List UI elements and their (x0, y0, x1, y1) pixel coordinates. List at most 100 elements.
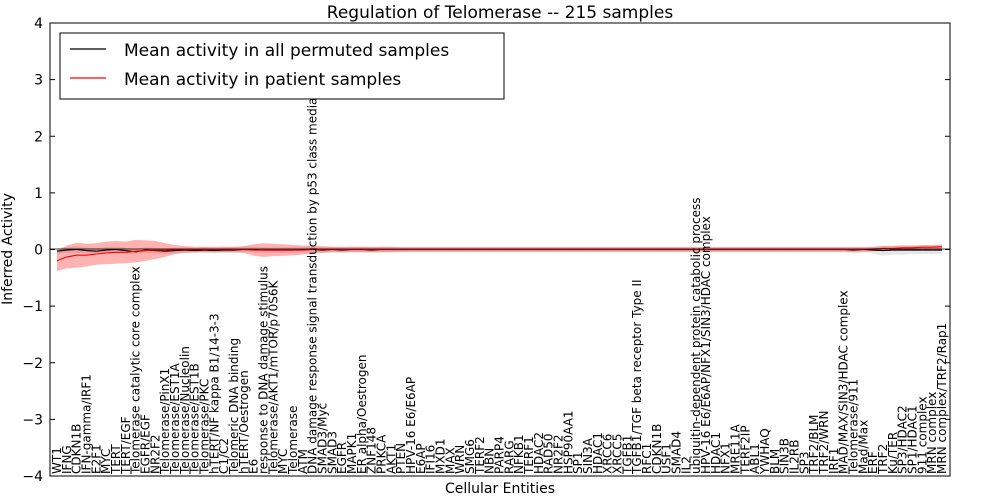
x-tick-label: ER alpha/Oestrogen (355, 355, 369, 474)
x-tick-label: C1/C2 (217, 438, 231, 474)
y-tick-label: 3 (34, 73, 43, 89)
x-tick-label: MRN complex (925, 392, 939, 474)
x-tick-label: SMG6 (463, 439, 477, 474)
x-tick-label: RAD50 (542, 433, 556, 474)
x-tick-label: WT1 (50, 447, 64, 474)
x-tick-label: MYC (276, 449, 290, 474)
x-tick-label: AKT1 (384, 444, 398, 474)
x-tick-label: SP1 (571, 452, 585, 475)
x-tick-label: USF1 (660, 443, 674, 474)
x-axis-label: Cellular Entities (445, 481, 555, 497)
y-axis-label: Inferred Activity (0, 193, 16, 305)
x-tick-label: hTERT/Oestrogen (237, 370, 251, 474)
series-0-segment (204, 249, 215, 252)
x-tick-label: NFKB1 (512, 434, 526, 474)
series-0-segment (174, 249, 185, 252)
x-tick-label: IFNG (60, 445, 74, 474)
series-1-segment (165, 248, 176, 251)
x-tick-label: CDKN1B (650, 424, 664, 474)
legend: Mean activity in all permuted samples Me… (59, 32, 505, 100)
x-tick-label: ABL1 (748, 443, 762, 474)
x-tick-label: TERF2IP (738, 425, 752, 475)
x-tick-label: IFN-gamma/IRF1 (80, 374, 94, 474)
x-tick-label: WRN (453, 445, 467, 474)
x-tick-label: SIN3A (581, 437, 595, 474)
x-tick-label: E6 (247, 459, 261, 474)
x-tick-label: Telomerase/PinX1 (158, 368, 172, 475)
series-0-segment (165, 250, 176, 252)
x-tick-label: MAPK1 (345, 433, 359, 474)
x-tick-label: BLM (768, 449, 782, 474)
x-tick-label: response to DNA damage stimulus (257, 266, 271, 474)
series-0-segment (882, 249, 893, 252)
x-tick-label: HPV-16 E6/E6AP (404, 377, 418, 474)
x-tick-label: CDKN1B (70, 424, 84, 474)
x-tick-label: hTERT/NF kappa B1/14-3-3 (207, 313, 221, 474)
x-tick-label: XRCC5 (611, 434, 625, 474)
x-tick-label: PTEN (394, 443, 408, 474)
x-tick-label: MYC (99, 449, 113, 474)
x-tick-label: TRF2 (876, 444, 890, 475)
y-axis-ticks: −4 −3 −2 −1 0 1 2 3 4 (22, 16, 950, 485)
x-tick-label: PARP4 (493, 436, 507, 474)
x-tick-label: HDAC1 (591, 432, 605, 474)
x-tick-label: TERF2 (473, 436, 487, 475)
series-1-segment (96, 252, 107, 255)
x-tick-label: SMAD3 (325, 431, 339, 474)
x-tick-label: TERT/EGF (119, 416, 133, 475)
x-tick-label: RARG (502, 440, 516, 474)
band-series-0 (57, 245, 942, 256)
x-tick-label: NBN (483, 448, 497, 474)
series-0-segment (96, 249, 107, 252)
series-1-segment (135, 250, 146, 252)
y-tick-label: −1 (22, 299, 43, 315)
y-tick-label: −2 (22, 356, 43, 372)
x-tick-label: SP3 (797, 452, 811, 475)
series-1-segment (932, 246, 943, 248)
x-tick-label: Mad/Max (856, 420, 870, 474)
series-0-segment (76, 248, 87, 252)
series-1-segment (86, 253, 97, 256)
chart-title: Regulation of Telomerase -- 215 samples (327, 3, 674, 23)
series-0-segment (66, 248, 77, 251)
x-tick-label: SP3/HDAC2 (896, 405, 910, 474)
series-1-segment (912, 246, 923, 249)
series-0-segment (106, 248, 117, 251)
y-tick-label: 2 (34, 129, 43, 145)
y-tick-label: −4 (22, 469, 43, 485)
x-tick-label: 911 complex (915, 396, 929, 474)
x-tick-label: E2F1 (89, 444, 103, 474)
series-1-segment (145, 249, 156, 252)
x-tick-label: PRKCA (375, 434, 389, 474)
x-tick-label: XRCC6 (601, 434, 615, 474)
x-tick-label: IL2RB (788, 440, 802, 474)
series-1-segment (302, 248, 313, 251)
x-tick-label: Telomerase catalytic core complex (129, 266, 143, 475)
x-tick-label: IL2 (679, 456, 693, 474)
x-tick-label: ERF (866, 451, 880, 474)
x-tick-label: YWHAQ (758, 428, 772, 475)
x-tick-label: MRE11A (729, 423, 743, 474)
x-tick-label: MRN complex/TRF2/Rap1 (935, 323, 949, 474)
x-tick-label: HDAC1 (709, 432, 723, 474)
x-tick-label: NR2F2 (148, 435, 162, 475)
x-tick-label: Ku/TER (886, 432, 900, 474)
y-tick-label: 0 (34, 243, 43, 259)
series-0-segment (194, 249, 205, 252)
x-tick-label: TRF2/WRN (817, 411, 831, 475)
x-tick-label: HDAC2 (532, 432, 546, 474)
y-tick-label: 1 (34, 186, 43, 202)
x-tick-label: NFX1 (719, 442, 733, 474)
x-tick-labels: WT1IFNGCDKN1BIFN-gamma/IRF1E2F1MYCTERTTE… (50, 81, 949, 475)
series-1-segment (243, 248, 254, 251)
x-tick-label: TERT (109, 444, 123, 475)
x-tick-label: E6AP (414, 443, 428, 474)
series-1-segment (106, 251, 117, 254)
legend-label-patient: Mean activity in patient samples (124, 70, 401, 90)
x-tick-label: SMAD4 (670, 431, 684, 474)
x-tick-label: TERF1 (522, 436, 536, 475)
x-tick-label: TGFB1 (620, 435, 634, 475)
x-tick-label: ubiquitin-dependent protein catabolic pr… (689, 198, 703, 474)
x-tick-label: DNA damage response signal transduction … (306, 81, 320, 474)
series-1-segment (66, 254, 77, 258)
